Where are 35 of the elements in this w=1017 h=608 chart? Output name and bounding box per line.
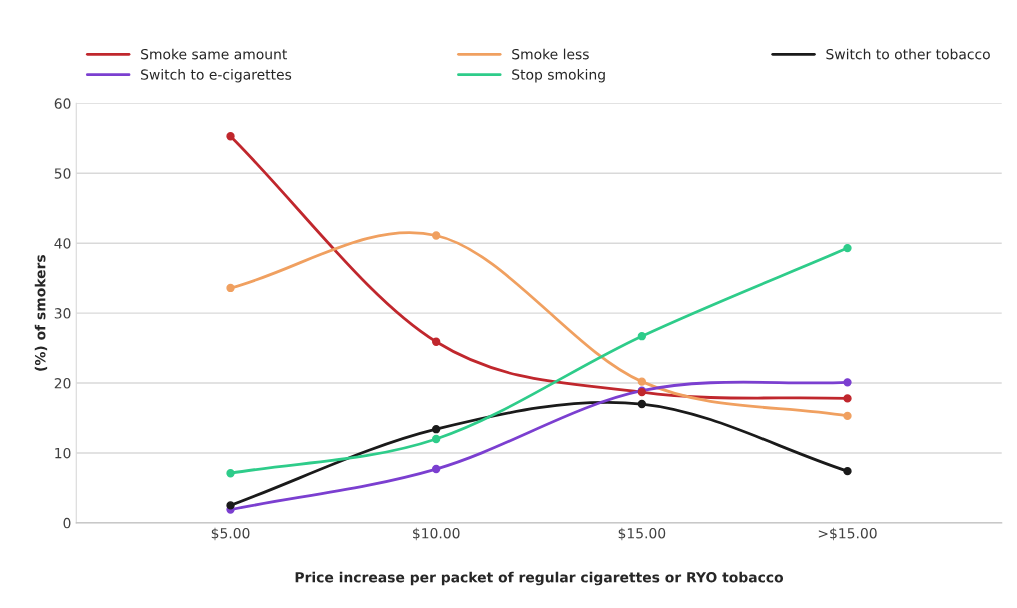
y-tick-label: 30 xyxy=(54,308,71,319)
y-tick-label: 60 xyxy=(54,98,71,109)
point xyxy=(843,411,852,421)
point xyxy=(432,434,441,444)
legend-label: Switch to e-cigarettes xyxy=(141,69,292,83)
point xyxy=(637,377,647,386)
point xyxy=(843,243,852,253)
legend-label: Smoke less xyxy=(512,48,589,60)
x-tick-label: $5.00 xyxy=(211,527,250,541)
y-tick-label: 50 xyxy=(54,168,71,179)
y-axis-title: (%) of smokers xyxy=(34,255,48,371)
point xyxy=(637,332,647,341)
x-tick-label: >$15.00 xyxy=(818,527,877,541)
point xyxy=(637,399,647,409)
legend-label: Stop smoking xyxy=(512,69,605,83)
point xyxy=(226,469,235,478)
point xyxy=(843,394,852,403)
y-tick-label: 40 xyxy=(54,238,71,249)
legend-label: Smoke same amount xyxy=(141,48,287,60)
point xyxy=(226,501,235,510)
y-tick-label: 10 xyxy=(55,447,71,459)
y-tick-label: 0 xyxy=(63,517,71,529)
x-tick-label: $10.00 xyxy=(413,527,460,541)
point xyxy=(432,464,441,474)
legend-label: Switch to other tobacco xyxy=(826,48,990,60)
x-axis-title: Price increase per packet of regular cigarettes or RYO tobacco xyxy=(295,571,784,586)
point xyxy=(843,378,852,387)
x-tick-label: $15.00 xyxy=(618,527,666,541)
point xyxy=(432,231,441,240)
point xyxy=(226,132,235,141)
point xyxy=(432,425,441,434)
y-tick-label: 20 xyxy=(54,378,71,389)
point xyxy=(843,466,852,476)
point xyxy=(226,283,235,293)
point xyxy=(432,337,441,346)
